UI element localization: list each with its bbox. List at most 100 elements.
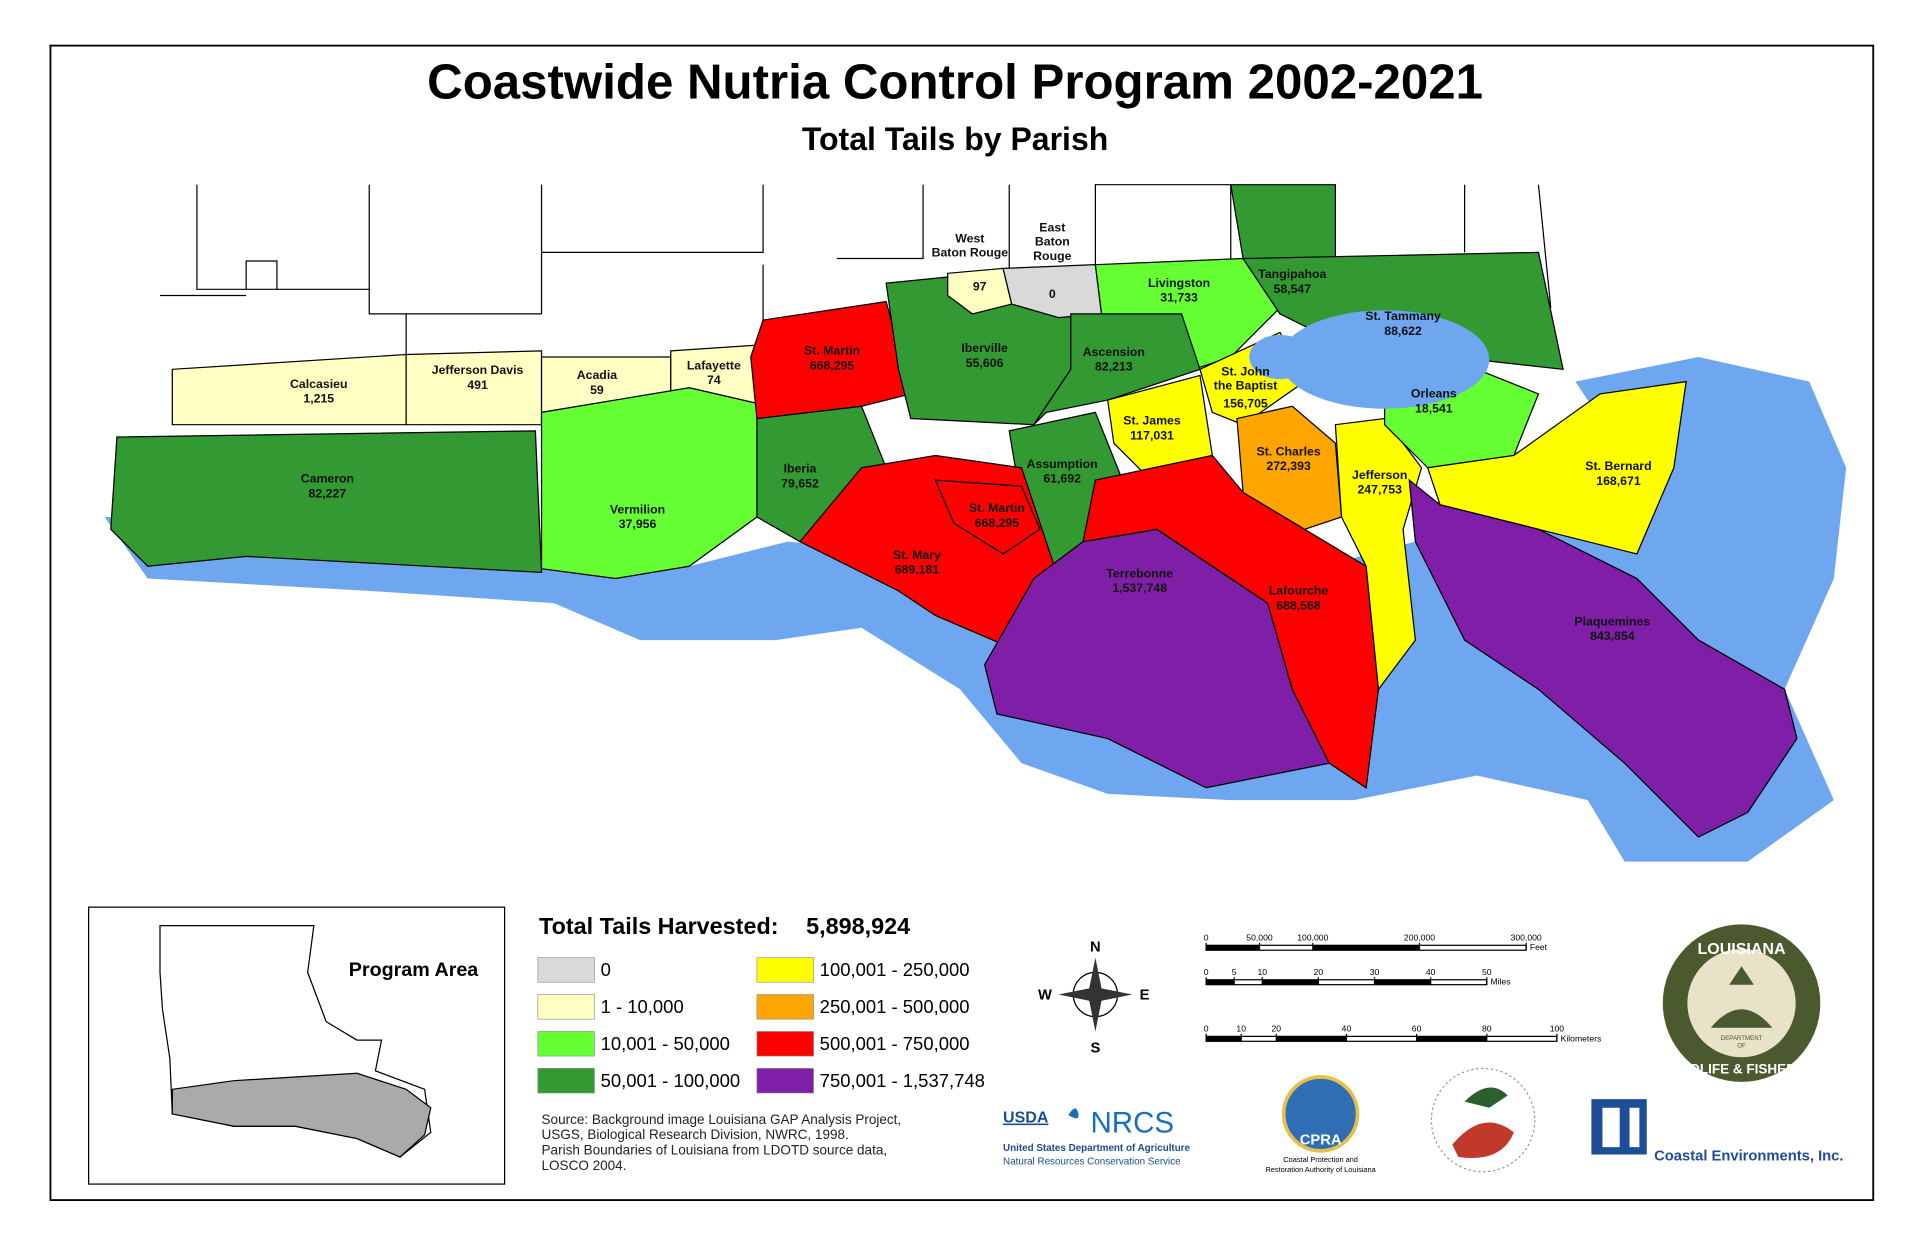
source-note: Source: Background image Louisiana GAP A… [542, 1112, 902, 1173]
scale-label: 10 [1257, 967, 1267, 977]
logos: USDA NRCS United States Department of Ag… [1003, 924, 1843, 1174]
source-line: USGS, Biological Research Division, NWRC… [542, 1127, 849, 1142]
parish-area [750, 300, 912, 420]
scale-bar [1205, 1035, 1558, 1042]
inset-label: Program Area [349, 959, 480, 981]
scale-segment [1206, 1036, 1242, 1042]
parish-value: 37,956 [619, 517, 657, 531]
frame [49, 44, 1875, 1201]
parish-value: 82,227 [309, 486, 347, 500]
parish-value: 58,547 [1273, 282, 1311, 296]
parish-name: Lafourche [1269, 584, 1329, 598]
cei-logo: Coastal Environments, Inc. [1654, 1149, 1843, 1165]
scale-segment [1374, 979, 1431, 985]
legend-swatch [756, 957, 814, 983]
parish-name: Jefferson [1352, 468, 1407, 482]
scale-label: 100,000 [1297, 932, 1328, 942]
legend-title: Total Tails Harvested: [539, 913, 778, 939]
parish-value: 55,606 [966, 356, 1004, 370]
parish-value: 97 [973, 280, 987, 294]
ldwf-bottom: WILDLIFE & FISHERIES [1665, 1061, 1817, 1076]
parish-name: St. John the Baptist [1214, 364, 1278, 392]
legend-label: 0 [601, 959, 611, 980]
legend-swatch [537, 1068, 595, 1094]
nrcs-logo: NRCS [1090, 1106, 1174, 1139]
parish-name: Ascension [1083, 345, 1145, 359]
subtitle: Total Tails by Parish [802, 121, 1108, 157]
parish-value: 82,213 [1095, 360, 1133, 374]
scale-unit: Kilometers [1561, 1033, 1602, 1043]
parish-value: 689,181 [895, 563, 940, 577]
scale-segment [1206, 945, 1260, 951]
legend-swatch [537, 957, 595, 983]
inset: Program Area [88, 906, 506, 1185]
legend-swatch [537, 1031, 595, 1057]
legend-swatch [756, 1068, 814, 1094]
parish-value: 1,215 [303, 392, 334, 406]
compass: N S E W [1038, 939, 1150, 1056]
scale-bar [1205, 979, 1488, 986]
parish-area [1033, 313, 1201, 426]
parish-area [934, 479, 1041, 555]
legend-swatch [756, 1031, 814, 1057]
scale-segment [1276, 1036, 1347, 1042]
scale-label: 200,000 [1404, 932, 1435, 942]
source-line: Source: Background image Louisiana GAP A… [542, 1112, 902, 1127]
parish-area [1408, 478, 1798, 838]
inset-program-area [171, 1072, 432, 1158]
scale-label: 10 [1236, 1023, 1246, 1033]
seal-fish [1452, 1122, 1514, 1159]
ldwf-dept: DEPARTMENT [1721, 1035, 1763, 1042]
scale-label: 40 [1426, 967, 1436, 977]
legend-label: 750,001 - 1,537,748 [820, 1070, 985, 1091]
compass-e: E [1140, 987, 1150, 1003]
legend-swatch [537, 994, 595, 1020]
parish-value: 18,541 [1415, 401, 1453, 415]
parish-name: St. Mary [893, 548, 941, 562]
ldwf-deer [1710, 966, 1773, 1028]
parish-name: St. Martin [969, 501, 1025, 515]
scale-segment [1262, 979, 1319, 985]
parish-value: 156,705 [1223, 396, 1268, 410]
parish-name: St. Bernard [1585, 459, 1651, 473]
legend-swatch [756, 994, 814, 1020]
parish-value: 272,393 [1266, 459, 1311, 473]
parish-value: 491 [467, 378, 488, 392]
usda-line2: Natural Resources Conservation Service [1003, 1156, 1181, 1167]
parish-name: Lafayette [687, 358, 741, 372]
parish-value: 843,854 [1590, 629, 1635, 643]
parish-name: St. Tammany [1365, 309, 1441, 323]
parish-name: East Baton Rouge [1033, 220, 1071, 262]
parish-name: Tangipahoa [1258, 267, 1326, 281]
legend-total: 5,898,924 [806, 913, 910, 939]
parish-value: 247,753 [1357, 483, 1402, 497]
scale-label: 50 [1482, 967, 1492, 977]
parish-name: Acadia [577, 368, 617, 382]
scale-segment [1206, 979, 1235, 985]
title: Coastwide Nutria Control Program 2002-20… [427, 55, 1483, 110]
scale-unit: Feet [1530, 942, 1548, 952]
parish-name: Orleans [1411, 387, 1457, 401]
parish-value: 0 [1049, 287, 1056, 301]
parish-name: St. Martin [804, 344, 860, 358]
scale-label: 20 [1272, 1023, 1282, 1033]
scale-label: 5 [1232, 967, 1237, 977]
usda-line1: United States Department of Agriculture [1003, 1143, 1190, 1154]
compass-s: S [1090, 1040, 1100, 1056]
parish-name: Assumption [1027, 457, 1098, 471]
nrcs-drop [1068, 1108, 1079, 1119]
legend-label: 500,001 - 750,000 [820, 1033, 970, 1054]
scale-label: 80 [1482, 1023, 1492, 1033]
scale-label: 60 [1412, 1023, 1422, 1033]
compass-w: W [1038, 987, 1052, 1003]
seal-bird [1464, 1087, 1508, 1108]
parish-name: Terrebonne [1106, 566, 1173, 580]
scale-segment [1312, 945, 1420, 951]
scale-segment [1416, 1036, 1487, 1042]
cei-mark [1602, 1107, 1620, 1148]
cei-mark2 [1629, 1107, 1640, 1148]
parish-area [947, 267, 1013, 315]
parish-area [110, 430, 543, 574]
